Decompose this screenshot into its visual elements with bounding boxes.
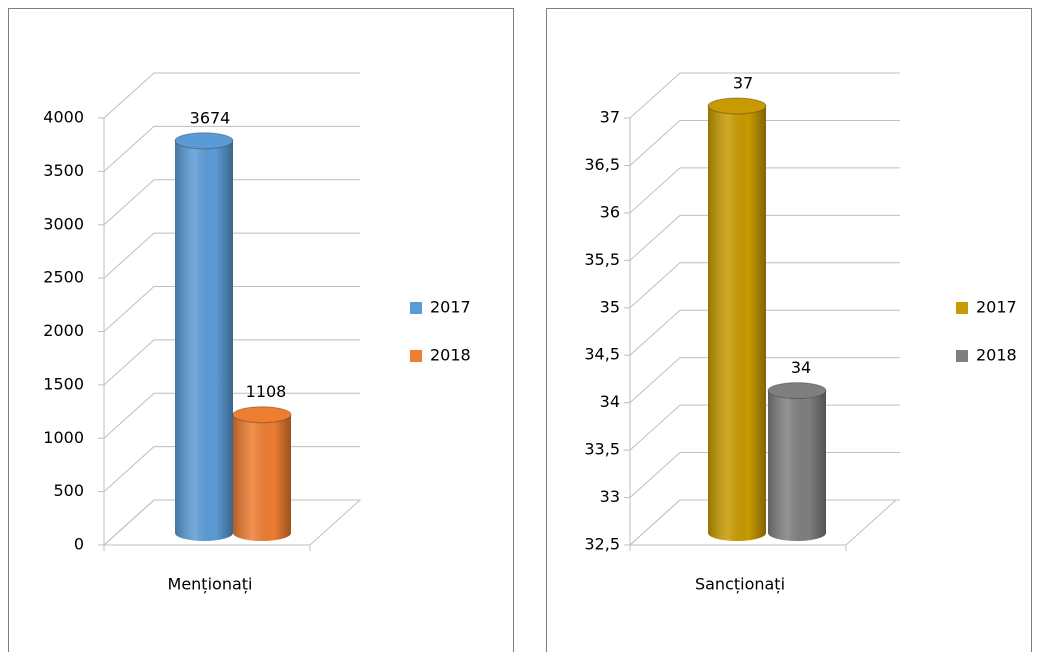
legend-swatch (410, 350, 422, 362)
y-tick-label: 0 (74, 535, 84, 554)
bar-shade (708, 106, 766, 541)
legend-label: 2018 (430, 346, 471, 365)
chart-frame (8, 8, 514, 652)
cylinder-top (707, 97, 767, 115)
y-tick-label: 34 (600, 392, 620, 411)
y-tick-label: 35,5 (584, 250, 620, 269)
cylinder-top (232, 406, 292, 424)
legend-swatch (410, 302, 422, 314)
y-tick-label: 2000 (43, 321, 84, 340)
data-label: 1108 (246, 382, 287, 401)
grid-line (629, 404, 900, 451)
y-tick-label: 32,5 (584, 535, 620, 554)
grid-line (103, 339, 360, 386)
y-tick-label: 1500 (43, 374, 84, 393)
grid-line (629, 167, 900, 214)
data-label: 37 (733, 74, 753, 93)
y-tick-label: 33,5 (584, 440, 620, 459)
y-tick-label: 2500 (43, 268, 84, 287)
y-tick-label: 34,5 (584, 345, 620, 364)
y-tick-label: 3500 (43, 161, 84, 180)
cylinder (707, 97, 767, 541)
grid-line (629, 499, 900, 546)
cylinder-top (174, 132, 234, 150)
legend-label: 2018 (976, 346, 1017, 365)
y-tick-label: 35 (600, 297, 620, 316)
bar-shade (233, 414, 291, 541)
legend-swatch (956, 302, 968, 314)
chart-frame (546, 8, 1032, 652)
grid-line (103, 286, 360, 332)
y-tick-label: 36,5 (584, 155, 620, 174)
grid-line (103, 125, 360, 172)
grid-line (103, 72, 360, 119)
x-tick-label: Menționați (168, 575, 253, 594)
grid-line (103, 446, 360, 492)
bar-shade (768, 390, 826, 541)
grid-line (103, 499, 360, 546)
grid-line (103, 179, 360, 226)
y-tick-label: 500 (53, 481, 84, 500)
grid-line (103, 232, 360, 279)
grid-line (629, 119, 900, 166)
y-tick-label: 4000 (43, 108, 84, 127)
grid-line (629, 262, 900, 309)
grid-line (629, 309, 900, 356)
y-tick-label: 33 (600, 487, 620, 506)
bar-shade (175, 140, 233, 541)
x-tick-label: Sancționați (695, 575, 785, 594)
cylinder (174, 132, 234, 541)
grid-line (629, 214, 900, 261)
legend-label: 2017 (976, 298, 1017, 317)
grid-line (103, 392, 360, 439)
y-tick-label: 36 (600, 202, 620, 221)
cylinder (232, 406, 292, 541)
y-tick-label: 1000 (43, 428, 84, 447)
grid-line (629, 357, 900, 404)
y-tick-label: 3000 (43, 214, 84, 233)
grid-line (629, 72, 900, 119)
legend-label: 2017 (430, 298, 471, 317)
data-label: 3674 (190, 108, 231, 127)
y-tick-label: 37 (600, 108, 620, 127)
data-label: 34 (791, 358, 811, 377)
cylinder (767, 382, 827, 541)
grid-line (629, 452, 900, 498)
legend-swatch (956, 350, 968, 362)
cylinder-top (767, 382, 827, 400)
